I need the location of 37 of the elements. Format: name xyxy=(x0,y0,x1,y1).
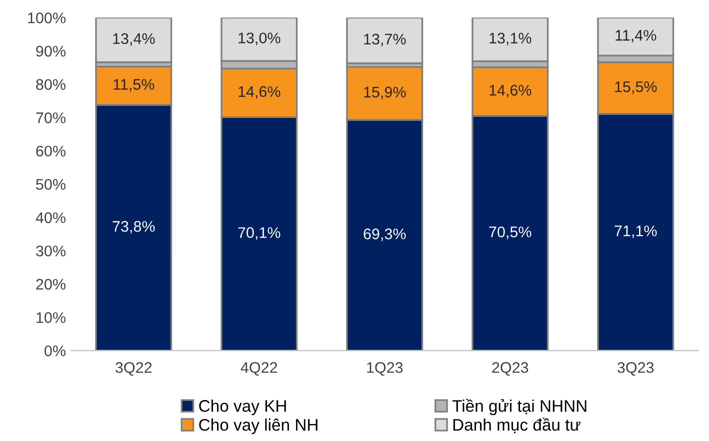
data-label: 13,7% xyxy=(364,34,406,46)
data-label: 70,5% xyxy=(489,226,532,240)
data-label: 14,6% xyxy=(238,86,280,99)
data-label: 11,5% xyxy=(114,79,154,92)
x-tick-label: 3Q22 xyxy=(116,362,152,376)
data-label: 13,0% xyxy=(238,32,280,46)
data-label: 11,4% xyxy=(616,30,656,43)
bar xyxy=(95,18,172,64)
y-tick-label: 90% xyxy=(36,46,66,57)
y-tick-label: 80% xyxy=(36,79,66,90)
data-label: 73,8% xyxy=(112,221,155,234)
legend-label: Danh mục đầu tư xyxy=(453,418,580,434)
x-tick-label: 1Q23 xyxy=(367,362,403,376)
legend-label: Cho vay KH xyxy=(199,400,286,416)
y-tick-label: 10% xyxy=(36,312,66,323)
data-label: 14,6% xyxy=(490,84,532,98)
data-label: 13,4% xyxy=(113,33,155,46)
data-label: 70,1% xyxy=(238,227,280,240)
y-tick-label: 30% xyxy=(36,246,66,256)
data-label: 13,1% xyxy=(490,32,532,46)
y-tick-label: 50% xyxy=(36,178,66,190)
legend-label: Cho vay liên NH xyxy=(199,418,318,434)
bar xyxy=(346,18,424,64)
x-tick-label: 4Q22 xyxy=(240,362,278,376)
data-label: 15,5% xyxy=(615,81,657,94)
y-tick-label: 0% xyxy=(44,345,66,356)
y-tick-label: 40% xyxy=(36,212,66,224)
legend-label: Tiền gửi tại NHNN xyxy=(452,398,586,416)
data-label: 15,9% xyxy=(364,86,406,100)
x-tick-label: 2Q23 xyxy=(492,362,528,376)
y-tick-label: 100% xyxy=(28,12,66,24)
y-tick-label: 60% xyxy=(36,146,66,157)
y-tick-label: 70% xyxy=(36,112,66,124)
data-label: 71,1% xyxy=(614,226,657,238)
x-tick-label: 3Q23 xyxy=(618,362,654,376)
y-tick-label: 20% xyxy=(36,278,66,290)
data-label: 69,3% xyxy=(364,228,406,242)
